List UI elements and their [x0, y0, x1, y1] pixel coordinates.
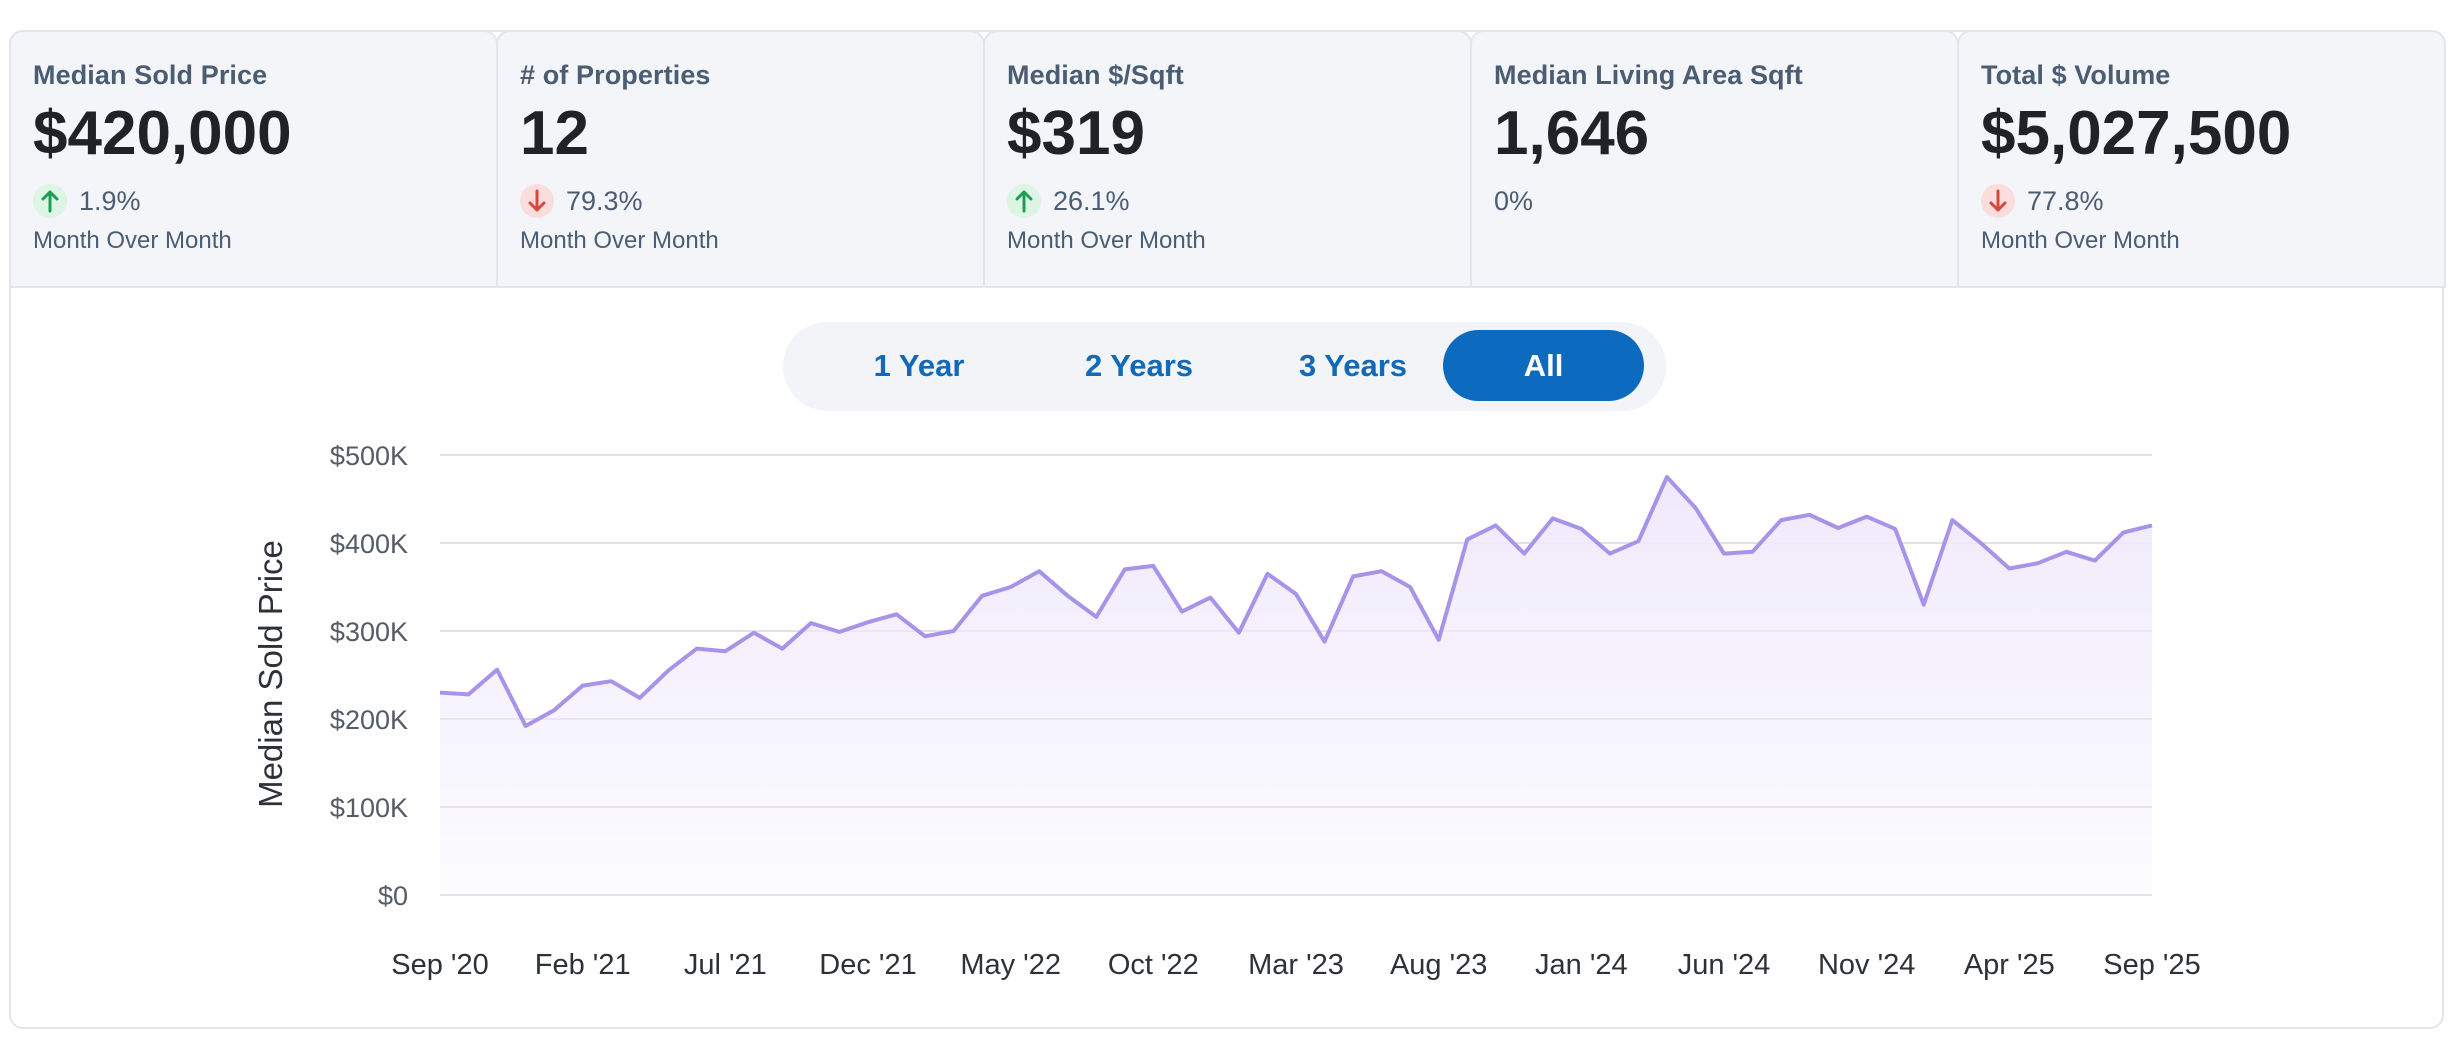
x-tick-label: Jun '24: [1678, 949, 1771, 981]
card-value: $319: [1007, 99, 1145, 168]
card-subtitle: Month Over Month: [33, 227, 232, 254]
series-area: [440, 477, 2152, 895]
card-value: $420,000: [33, 99, 292, 168]
card-change: 0%: [1494, 183, 1935, 219]
card-value: 1,646: [1494, 99, 1650, 168]
range-all-button[interactable]: All: [1443, 330, 1644, 401]
x-tick-label: Sep '20: [391, 949, 488, 981]
card-number-of-properties[interactable]: # of Properties 12 79.3% Month Over Mont…: [496, 30, 985, 288]
change-percent: 0%: [1494, 185, 1534, 216]
y-axis-label: Median Sold Price: [252, 540, 289, 808]
card-title: Median Living Area Sqft: [1494, 60, 1803, 90]
series-line-layer: [439, 475, 2153, 728]
x-tick-label: Feb '21: [535, 949, 631, 981]
series-line: [439, 475, 2153, 728]
card-value: 12: [520, 99, 589, 168]
card-change: 77.8%: [1981, 183, 2422, 219]
x-axis-ticks: Sep '20 Feb '21 Jul '21 Dec '21 May '22 Oct '…: [391, 949, 2200, 981]
y-axis-ticks: $0 $100K $200K $300K $400K $500K: [330, 441, 408, 911]
change-percent: 79.3%: [566, 185, 643, 216]
change-percent: 77.8%: [2027, 185, 2104, 216]
arrow-up-icon: [1007, 184, 1041, 218]
arrow-up-icon: [33, 184, 67, 218]
x-tick-label: Jul '21: [684, 949, 767, 981]
card-subtitle: Month Over Month: [1981, 227, 2180, 254]
card-change: 26.1%: [1007, 183, 1448, 219]
range-1-year-button[interactable]: 1 Year: [873, 347, 965, 383]
card-subtitle: Month Over Month: [1007, 227, 1206, 254]
arrow-down-icon: [1981, 184, 2015, 218]
x-tick-label: Aug '23: [1390, 949, 1487, 981]
change-percent: 26.1%: [1053, 185, 1130, 216]
card-median-sold-price[interactable]: Median Sold Price $420,000 1.9% Month Ov…: [9, 30, 498, 288]
y-tick-label: $500K: [330, 441, 408, 471]
area-fill-layer: [440, 477, 2152, 895]
y-tick-label: $0: [378, 881, 408, 911]
card-value: $5,027,500: [1981, 99, 2292, 168]
arrow-down-icon: [520, 184, 554, 218]
range-2-years-button[interactable]: 2 Years: [1084, 347, 1194, 383]
x-tick-label: Oct '22: [1108, 949, 1199, 981]
metric-cards: Median Sold Price $420,000 1.9% Month Ov…: [9, 30, 2446, 288]
y-tick-label: $300K: [330, 617, 408, 647]
change-percent: 1.9%: [79, 185, 141, 216]
x-tick-label: Jan '24: [1535, 949, 1628, 981]
x-tick-label: Mar '23: [1248, 949, 1344, 981]
y-tick-label: $100K: [330, 793, 408, 823]
card-subtitle: Month Over Month: [520, 227, 719, 254]
card-total-volume[interactable]: Total $ Volume $5,027,500 77.8% Month Ov…: [1957, 30, 2446, 288]
card-title: Median $/Sqft: [1007, 60, 1184, 90]
y-tick-label: $200K: [330, 705, 408, 735]
card-median-living-area-sqft[interactable]: Median Living Area Sqft 1,646 0%: [1470, 30, 1959, 288]
card-change: 1.9%: [33, 183, 474, 219]
x-tick-label: Sep '25: [2103, 949, 2200, 981]
card-change: 79.3%: [520, 183, 961, 219]
x-tick-label: Dec '21: [819, 949, 916, 981]
card-title: Median Sold Price: [33, 60, 268, 90]
time-range-selector: 1 Year 2 Years 3 Years All: [783, 322, 1666, 411]
range-3-years-button[interactable]: 3 Years: [1298, 347, 1408, 383]
x-tick-label: Apr '25: [1964, 949, 2055, 981]
y-tick-label: $400K: [330, 529, 408, 559]
card-title: # of Properties: [520, 60, 711, 90]
card-title: Total $ Volume: [1981, 60, 2171, 90]
x-tick-label: Nov '24: [1818, 949, 1915, 981]
x-tick-label: May '22: [960, 949, 1061, 981]
